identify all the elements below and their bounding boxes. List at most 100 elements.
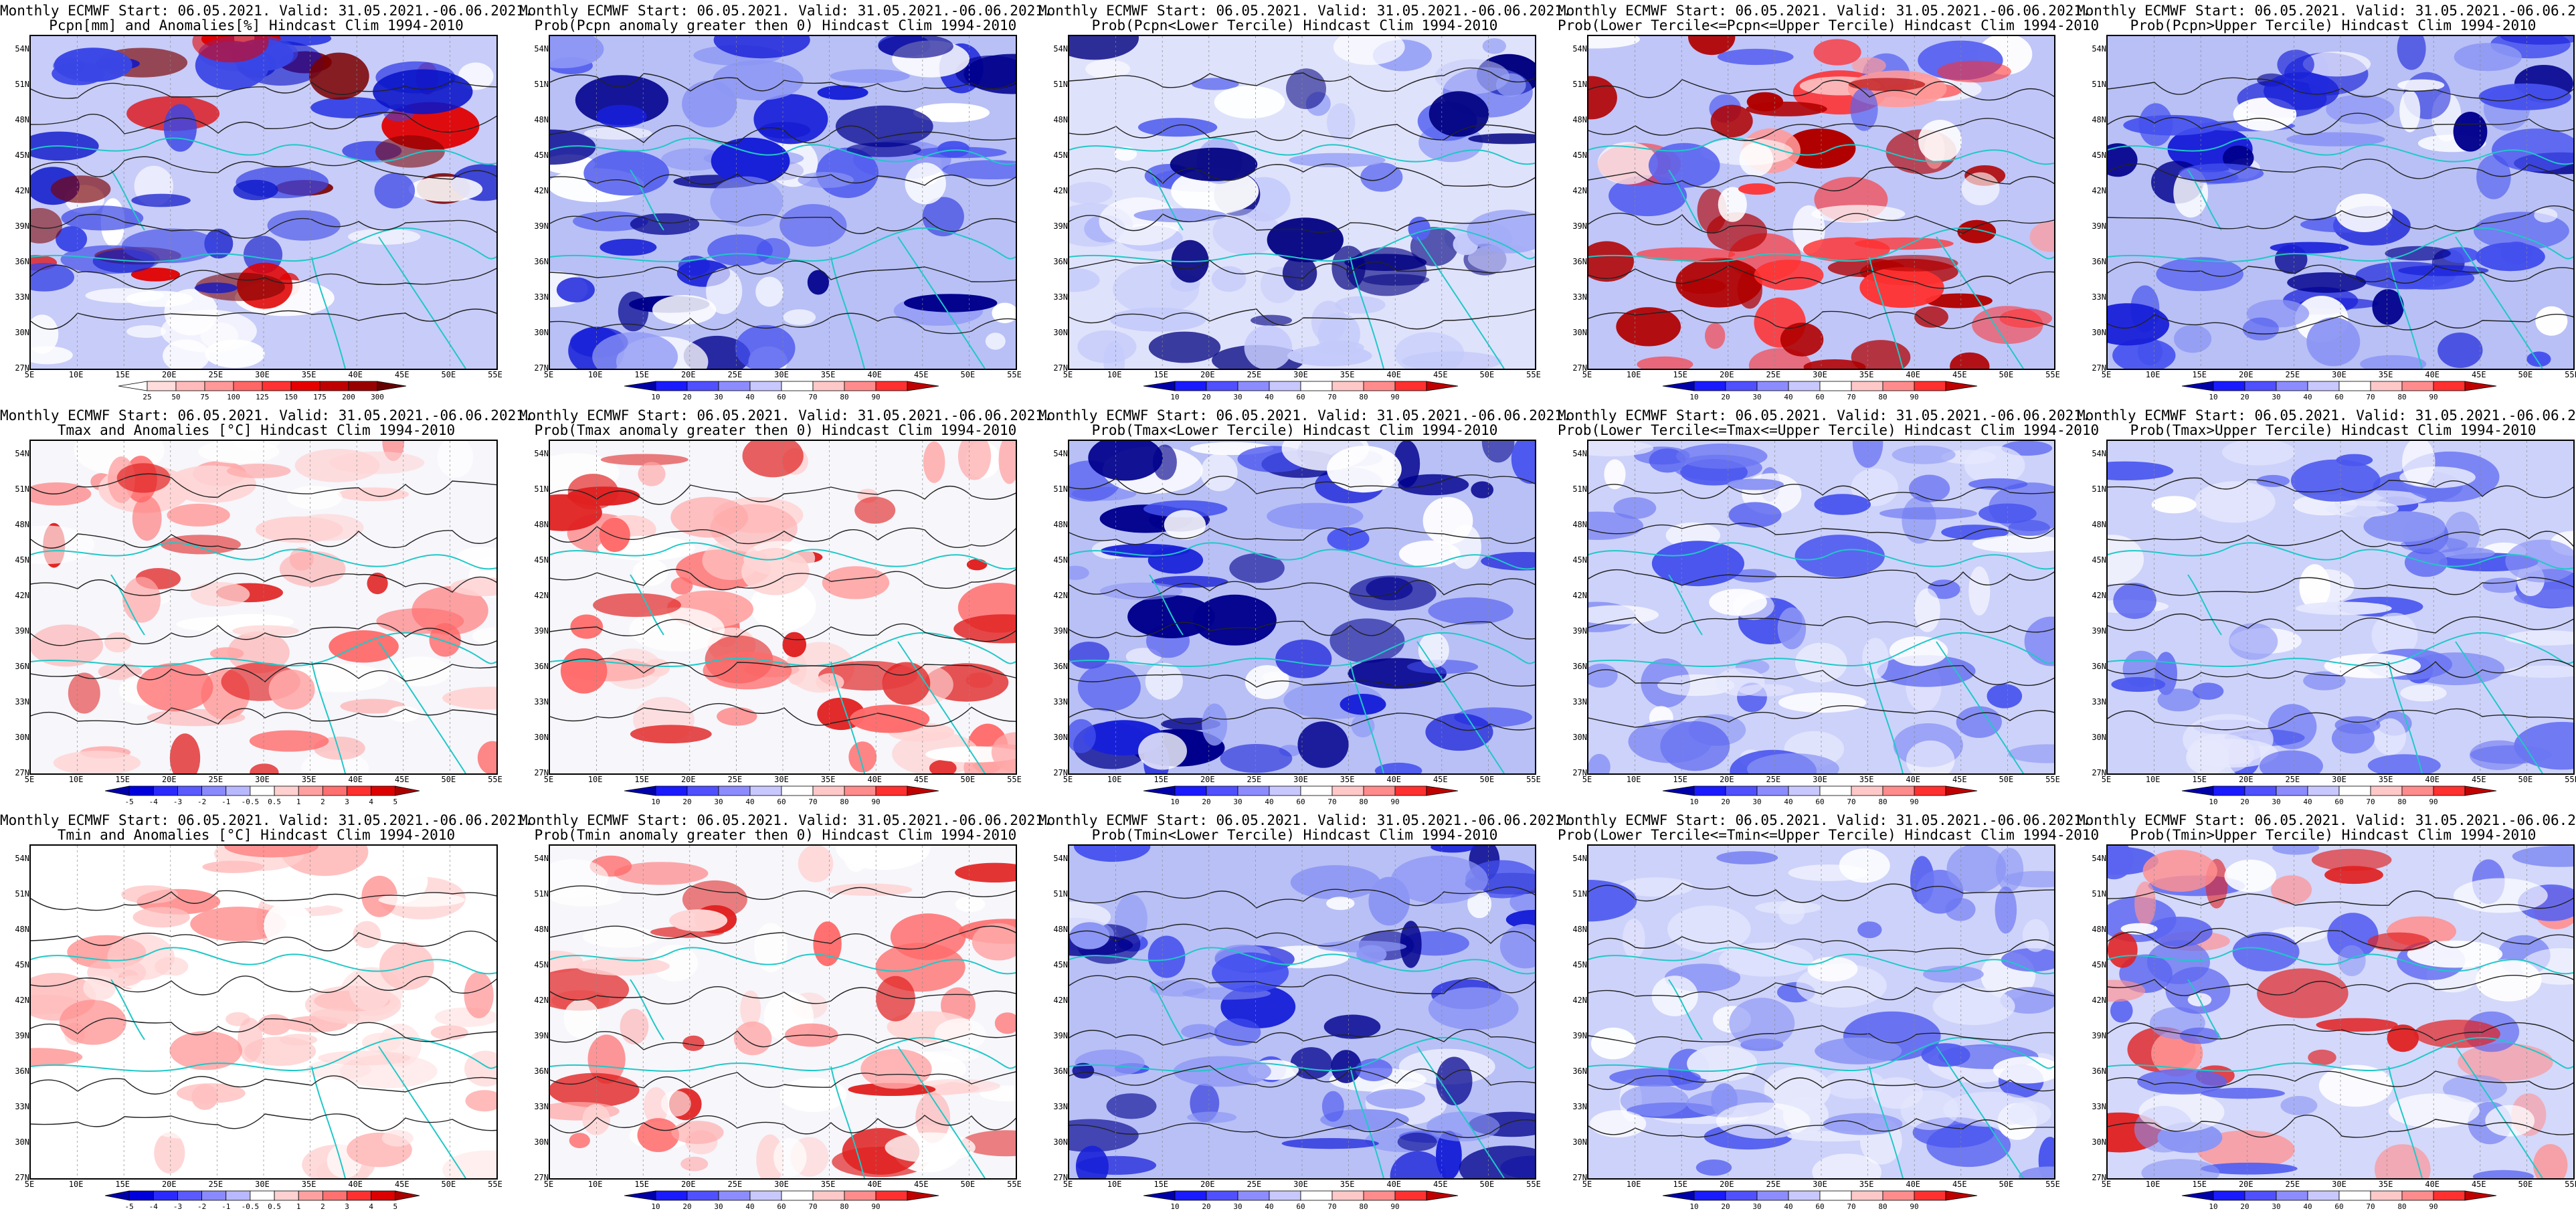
longitude-label: 5E [2101,1180,2112,1189]
latitude-label: 54N [1053,854,1068,863]
field-patch [1687,1045,1758,1082]
latitude-label: 42N [1572,996,1587,1005]
contour-line [2108,205,2573,231]
latitude-label: 39N [1572,221,1587,231]
contour-line [2108,477,2573,498]
field-patch [348,228,421,245]
colorbar-segment [347,1190,372,1201]
colorbar-segment [812,785,845,796]
longitude-label: 30E [1813,775,1827,784]
colorbar-tick-label: 75 [200,393,209,401]
field-patch [2335,193,2393,232]
field-patch [1468,133,1535,145]
contour-line [31,156,496,180]
colorbar-segment [718,1190,751,1201]
field-patch [1807,956,1858,982]
latitude-label: 42N [2092,996,2106,1005]
field-patch [600,238,657,256]
field-patch [2151,496,2197,514]
colorbar-segment [1237,381,1270,391]
colorbar-segment [624,785,656,796]
longitude-label: 30E [255,1180,270,1189]
latitude-label: 51N [1572,80,1587,89]
field-patch [1945,898,1976,921]
latitude-label: 39N [534,221,549,231]
colorbar-segment [1788,381,1821,391]
contour-line [1588,705,2054,728]
longitude-label: 50E [1999,370,2014,379]
panel-header-line: Monthly ECMWF Start: 06.05.2021. Valid: … [1558,812,2091,828]
longitude-label: 25E [2285,1180,2300,1189]
longitude-label: 35E [301,370,316,379]
field-patch [1609,1068,1701,1087]
latitude-label: 54N [1053,449,1068,458]
contour-line [550,1115,1016,1135]
colorbar-tick-label: 70 [1327,798,1337,806]
field-patch [2287,272,2367,293]
colorbar-segment [2338,381,2371,391]
field-patch [1755,901,1822,915]
field-patch [1088,441,1163,481]
longitude-label: 45E [1952,370,1967,379]
map-panel: Monthly ECMWF Start: 06.05.2021. Valid: … [1558,0,2099,401]
field-patch [121,885,179,904]
coastline [311,256,346,369]
field-patch [1718,187,1747,222]
latitude-label: 27N [534,1173,549,1182]
field-patch [1717,48,1794,66]
forecast-map [549,844,1017,1180]
latitude-label: 45N [15,960,29,969]
longitude-label: 20E [161,775,177,784]
latitude-label: 48N [1053,925,1068,934]
field-patch [1103,341,1125,369]
field-patch [1889,636,1948,666]
longitude-label: 40E [1906,370,1921,379]
field-patch [629,608,725,652]
field-patch [1356,945,1387,964]
latitude-label: 39N [534,626,549,636]
field-patch [671,1121,724,1144]
field-patch [2108,303,2170,346]
colorbar-tick-label: 4 [369,1202,373,1211]
colorbar [1662,1190,1978,1201]
field-patch [2277,50,2314,80]
field-patch [130,268,181,282]
latitude-label: 30N [2092,1137,2106,1147]
colorbar-segment [2181,785,2214,796]
field-patch [1972,306,2043,344]
field-patch [361,875,397,917]
latitude-label: 27N [1572,1173,1587,1182]
field-patch [682,880,747,919]
longitude-label: 10E [587,370,603,379]
field-patch [233,179,278,201]
colorbar [2181,381,2497,391]
longitude-label: 45E [913,370,929,379]
coastline [1936,236,2024,369]
colorbar-tick-label: 20 [682,1202,692,1211]
longitude-label: 20E [2238,1180,2253,1189]
colorbar-segment [781,381,814,391]
field-patch [620,1008,649,1044]
longitude-label: 10E [1626,1180,1641,1189]
longitude-label: 20E [161,370,177,379]
field-patch [1211,266,1247,292]
colorbar-tick-label: 2 [320,1202,325,1211]
field-patch [2500,242,2533,264]
contour-line [1069,1065,1535,1088]
field-patch [1147,935,1186,978]
colorbar-tick-label: -1 [221,1202,231,1211]
longitude-label: 15E [634,1180,650,1189]
coastline [550,1036,1016,1073]
contour-line [2108,613,2573,634]
field-patch [550,968,630,1011]
field-patch [707,234,773,266]
latitude-label: 54N [15,854,29,863]
colorbar-segment [1237,785,1270,796]
latitude-label: 51N [1053,484,1068,494]
field-patch [1588,241,1634,282]
coastline [31,632,496,668]
field-patch [1152,575,1228,588]
colorbar-segment [2244,785,2277,796]
colorbar-tick-label: 10 [1170,798,1180,806]
field-patch [1320,1109,1409,1131]
